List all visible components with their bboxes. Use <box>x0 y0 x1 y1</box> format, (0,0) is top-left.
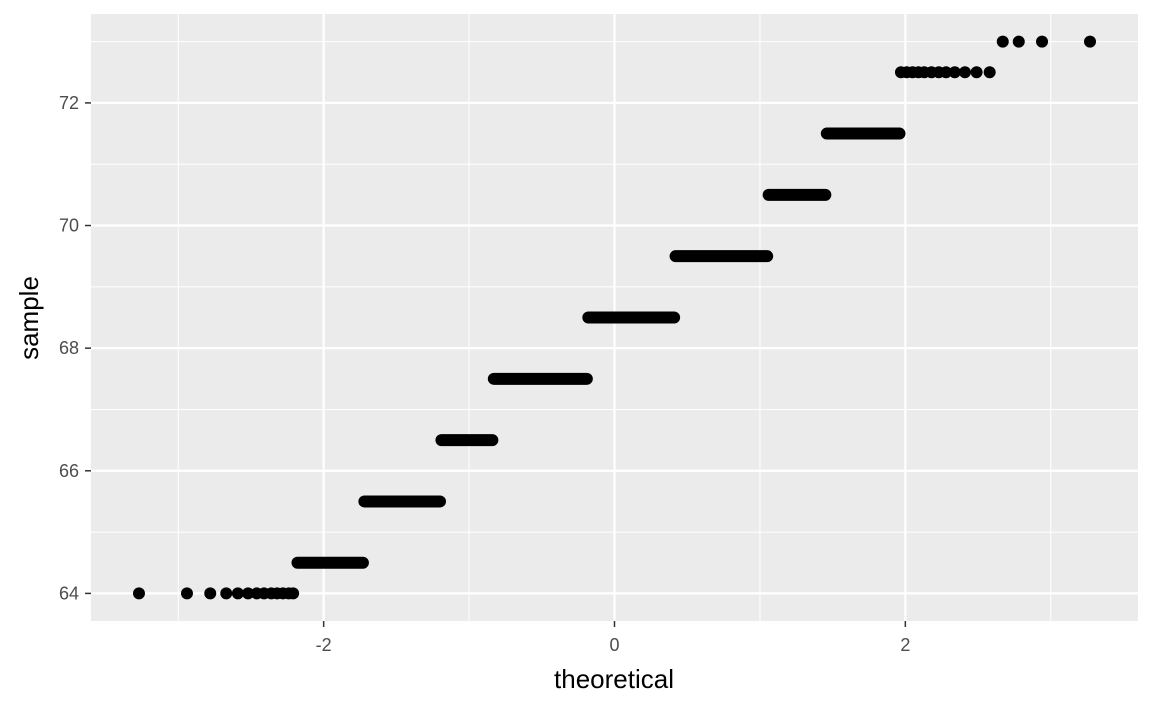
data-point <box>940 66 953 79</box>
data-point <box>231 587 244 600</box>
data-point <box>1036 35 1049 48</box>
y-tick-label: 68 <box>59 338 79 358</box>
data-point <box>132 587 145 600</box>
x-tick-label: 0 <box>609 635 619 655</box>
y-tick-label: 72 <box>59 93 79 113</box>
x-tick-label: 2 <box>900 635 910 655</box>
data-point <box>220 587 233 600</box>
data-point <box>983 66 996 79</box>
y-tick-label: 64 <box>59 583 79 603</box>
y-tick-label: 66 <box>59 461 79 481</box>
data-points <box>132 35 1097 600</box>
data-point <box>996 35 1009 48</box>
data-point <box>204 587 217 600</box>
data-point <box>958 66 971 79</box>
data-point <box>948 66 961 79</box>
y-axis-title: sample <box>14 276 44 360</box>
data-point <box>242 587 255 600</box>
data-point <box>970 66 983 79</box>
data-point <box>1012 35 1025 48</box>
x-axis-ticks: -2 0 2 <box>316 621 910 655</box>
y-axis-ticks: 64 66 68 70 72 <box>59 93 91 603</box>
y-tick-label: 70 <box>59 216 79 236</box>
data-point <box>287 587 300 600</box>
data-point <box>1084 35 1097 48</box>
x-axis-title: theoretical <box>554 664 674 694</box>
x-tick-label: -2 <box>316 635 332 655</box>
data-point <box>180 587 193 600</box>
